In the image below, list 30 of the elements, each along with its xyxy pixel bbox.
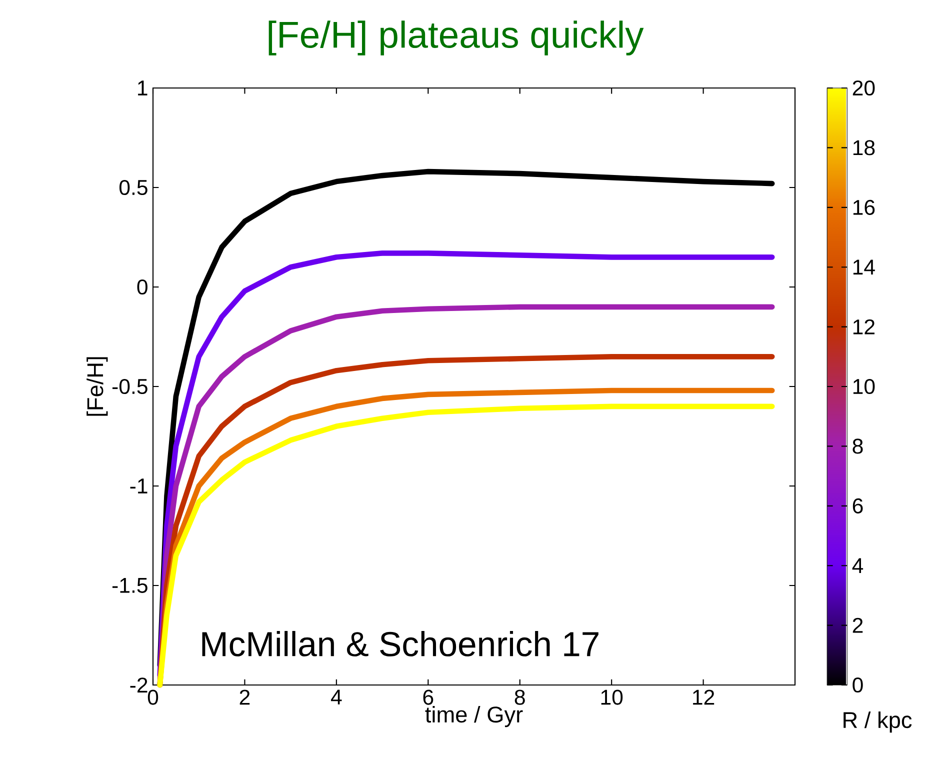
y-tick-label: -1.5 xyxy=(112,578,148,593)
y-tick-label: 1 xyxy=(138,80,148,96)
color-bar-label: 4 xyxy=(852,558,864,573)
color-bar-label: 14 xyxy=(853,260,875,274)
y-tick-label: -0.5 xyxy=(112,378,148,394)
x-tick-label: 0 xyxy=(148,690,158,705)
x-axis-title: time / Gyr xyxy=(425,706,523,728)
x-tick-label: 12 xyxy=(693,690,714,705)
y-tick-label: -1 xyxy=(130,478,148,494)
y-tick-label: -2 xyxy=(130,678,148,692)
y-tick-label: 0.5 xyxy=(119,180,148,196)
color-bar-label: 0 xyxy=(852,677,863,693)
color-bar-label: 18 xyxy=(853,140,875,156)
x-tick-label: 4 xyxy=(330,690,342,704)
x-tick-label: 8 xyxy=(514,690,525,705)
color-bar-label: 12 xyxy=(853,319,874,334)
color-bar-label: 20 xyxy=(852,80,875,96)
color-bar-label: 10 xyxy=(853,378,875,394)
chart-title: [Fe/H] plateaus quickly xyxy=(268,20,644,56)
annotation: McMillan & Schoenrich 17 xyxy=(202,630,598,656)
y-axis-title: [Fe/H] xyxy=(86,357,108,416)
color-bar-label: 8 xyxy=(852,438,863,454)
y-tick-label: 0 xyxy=(137,279,148,295)
color-bar-label: 16 xyxy=(853,200,875,215)
x-tick-label: 6 xyxy=(423,690,434,705)
color-bar-title: R / kpc xyxy=(844,711,912,733)
x-tick-label: 10 xyxy=(601,690,623,705)
x-tick-label: 2 xyxy=(240,690,250,705)
color-bar-label: 6 xyxy=(852,498,863,514)
color-bar-label: 2 xyxy=(852,618,863,633)
